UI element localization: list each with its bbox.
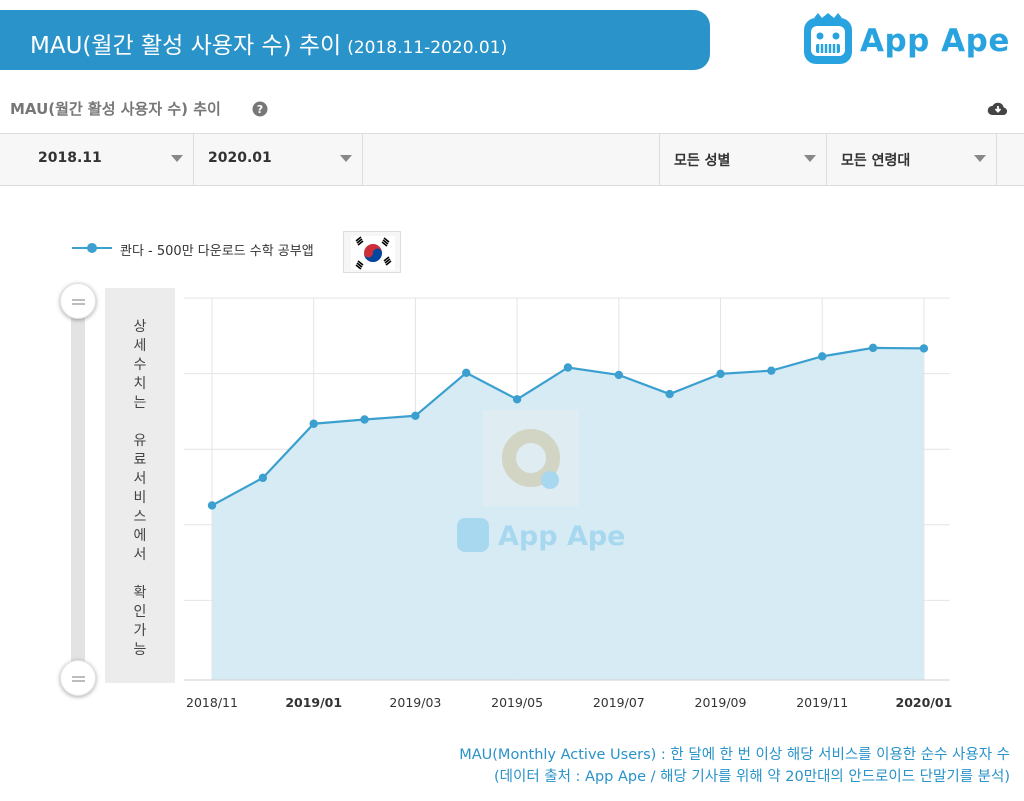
note-mau-definition: MAU(Monthly Active Users) : 한 달에 한 번 이상 … <box>459 747 1010 763</box>
locked-values-panel: 상 세 수 치 는 유 료 서 비 스 에 서 확 인 가 능 <box>105 288 175 683</box>
watermark-text: App Ape <box>498 521 626 552</box>
help-icon[interactable]: ? <box>252 101 268 117</box>
cloud-download-icon[interactable] <box>987 100 1009 118</box>
data-point <box>716 369 725 379</box>
data-point <box>665 389 674 399</box>
data-point <box>512 395 522 404</box>
data-point <box>360 415 369 424</box>
x-tick-label: 2018/11 <box>186 695 238 710</box>
note-data-source: (데이터 출처 : App Ape / 해당 기사를 위해 약 20만대의 안드… <box>493 769 1010 785</box>
gender-select[interactable]: 모든 성별 <box>659 134 827 185</box>
age-select[interactable]: 모든 연령대 <box>827 134 997 185</box>
data-point <box>767 366 776 375</box>
korea-flag-icon <box>343 231 401 273</box>
banner-period: (2018.11-2020.01) <box>347 38 508 58</box>
x-tick-label: 2020/01 <box>896 695 953 710</box>
panel-title: MAU(월간 활성 사용자 수) 추이 <box>10 100 221 118</box>
app-ape-logo: App Ape <box>800 12 1010 72</box>
data-point <box>868 343 878 353</box>
data-point <box>563 363 573 372</box>
data-point <box>919 344 929 353</box>
data-point <box>258 473 268 483</box>
x-tick-label: 2019/05 <box>491 695 543 710</box>
locked-values-label: 상 세 수 치 는 유 료 서 비 스 에 서 확 인 가 능 <box>133 319 147 658</box>
x-tick-label: 2019/03 <box>389 695 441 710</box>
data-point <box>462 368 471 378</box>
brand-wordmark: App Ape <box>860 23 1010 59</box>
chevron-down-icon <box>804 155 816 162</box>
end-date-select[interactable]: 2020.01 <box>194 134 363 185</box>
data-point <box>411 411 420 420</box>
filter-bar: 2018.11 2020.01 모든 성별 모든 연령대 <box>0 133 1024 186</box>
chevron-down-icon <box>171 155 183 162</box>
range-slider-track[interactable] <box>71 300 85 680</box>
chevron-down-icon <box>340 155 352 162</box>
data-point <box>207 501 217 510</box>
mau-chart: App Ape 2018/11 2019/01 2019/03 2019/05 2019/… <box>184 297 953 710</box>
age-value: 모든 연령대 <box>841 153 911 169</box>
start-date-select[interactable]: 2018.11 <box>24 134 194 185</box>
watermark-dot <box>541 471 559 489</box>
ape-mascot-icon <box>804 13 852 64</box>
x-tick-label: 2019/07 <box>593 695 645 710</box>
data-point <box>309 419 318 428</box>
series-area <box>212 347 924 680</box>
data-point <box>818 352 827 361</box>
x-tick-label: 2019/01 <box>285 695 342 710</box>
banner-title: MAU(월간 활성 사용자 수) 추이 (2018.11-2020.01) <box>30 33 508 59</box>
watermark-app-icon <box>502 429 560 487</box>
legend-series-label: 콴다 - 500만 다운로드 수학 공부앱 <box>120 244 314 259</box>
chevron-down-icon <box>974 155 986 162</box>
watermark: App Ape <box>457 410 626 552</box>
start-date-value: 2018.11 <box>38 150 102 166</box>
slider-handle-bottom[interactable] <box>60 660 96 696</box>
header-banner: MAU(월간 활성 사용자 수) 추이 (2018.11-2020.01) <box>0 10 710 70</box>
slider-handle-top[interactable] <box>60 283 96 319</box>
x-tick-label: 2019/09 <box>695 695 747 710</box>
gender-value: 모든 성별 <box>674 153 731 169</box>
end-date-value: 2020.01 <box>208 150 272 166</box>
legend-marker <box>87 243 97 253</box>
watermark-ape-icon <box>457 518 489 552</box>
data-point <box>614 370 623 380</box>
watermark-box <box>483 410 579 506</box>
x-tick-label: 2019/11 <box>796 695 848 710</box>
svg-text:?: ? <box>257 103 263 116</box>
